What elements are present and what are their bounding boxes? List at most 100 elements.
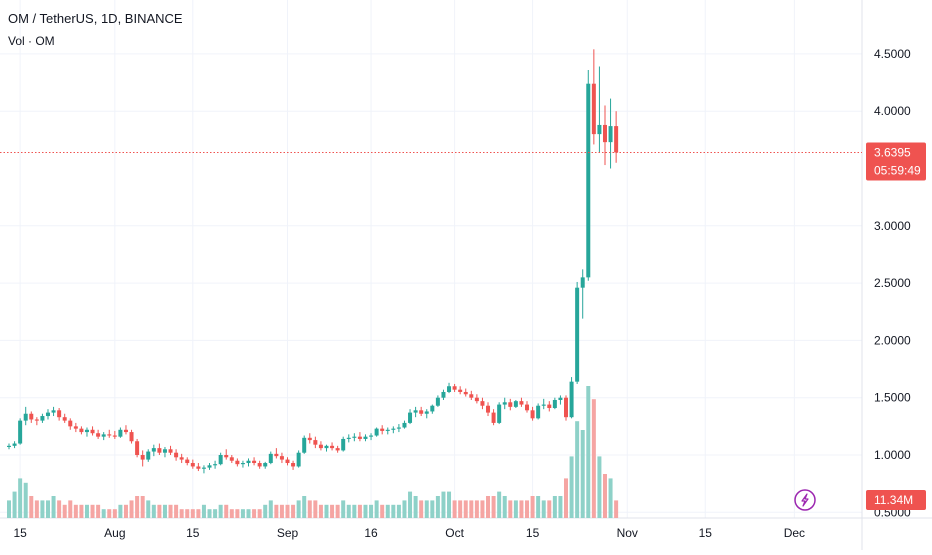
volume-bar	[513, 500, 518, 518]
candle-body	[558, 397, 563, 400]
volume-bar	[552, 496, 557, 518]
volume-bar	[79, 504, 84, 518]
candle-body	[84, 429, 89, 433]
candle-body	[352, 436, 357, 438]
volume-bar	[547, 500, 552, 518]
candle-body	[597, 124, 602, 135]
candle-body	[547, 404, 552, 409]
volume-legend[interactable]: Vol · OM	[8, 34, 55, 48]
candle-body	[157, 448, 162, 453]
candle-body	[23, 413, 28, 421]
candle-body	[452, 386, 457, 390]
volume-bar	[396, 504, 401, 518]
volume-bar	[508, 500, 513, 518]
volume-bar	[602, 474, 607, 518]
candle-body	[380, 428, 385, 431]
price-axis[interactable]: 4.5000 4.0000 3.0000 2.5000 2.0000 1.5000 1.00…	[874, 47, 911, 519]
candle-body	[174, 452, 179, 458]
candle-body	[285, 459, 290, 464]
volume-bar	[274, 504, 279, 518]
time-tick-label: Sep	[277, 526, 299, 540]
volume-bar	[591, 399, 596, 518]
volume-bar	[502, 496, 507, 518]
volume-bar	[413, 496, 418, 518]
candle-body	[18, 420, 23, 444]
volume-bar	[240, 509, 245, 518]
candle-body	[190, 463, 195, 467]
candle-body	[447, 386, 452, 392]
volume-tag: 11.34M	[866, 490, 926, 510]
candle-body	[430, 405, 435, 412]
candle-body	[363, 436, 368, 439]
candle-body	[257, 463, 262, 467]
candle-body	[129, 432, 134, 442]
candle-body	[302, 437, 307, 453]
volume-bar	[179, 509, 184, 518]
candle-body	[541, 404, 546, 406]
candle-body	[335, 448, 340, 451]
time-tick-label: Oct	[445, 526, 464, 540]
volume-bar	[62, 504, 67, 518]
candle-body	[341, 438, 346, 451]
volume-bar	[140, 496, 145, 518]
candle-body	[552, 399, 557, 409]
volume-bar	[519, 500, 524, 518]
candle-body	[324, 445, 329, 449]
volume-bar	[435, 496, 440, 518]
candle-body	[591, 83, 596, 135]
volume-bar	[268, 500, 273, 518]
candle-body	[385, 429, 390, 431]
volume-bar	[157, 504, 162, 518]
volume-bar	[324, 504, 329, 518]
time-axis[interactable]: 15 Aug 15 Sep 16 Oct 15 Nov 15 Dec	[13, 526, 805, 540]
volume-bar	[151, 504, 156, 518]
volume-bar	[229, 509, 234, 518]
candle-body	[196, 466, 201, 469]
volume-bar	[263, 504, 268, 518]
candles	[7, 49, 619, 474]
volume-bar	[185, 509, 190, 518]
candle-body	[162, 449, 167, 453]
volume-bar	[541, 500, 546, 518]
volume-bar	[168, 504, 173, 518]
candle-body	[408, 412, 413, 423]
lightning-icon[interactable]	[794, 489, 816, 511]
volume-bar	[357, 504, 362, 518]
volume-bar	[586, 386, 591, 518]
candle-body	[246, 460, 251, 464]
candle-body	[369, 435, 374, 437]
volume-bar	[7, 500, 11, 518]
volume-tag-bg	[866, 490, 926, 510]
chart-symbol-title[interactable]: OM / TetherUS, 1D, BINANCE	[8, 11, 183, 26]
volume-bar	[452, 500, 457, 518]
volume-bar	[419, 500, 424, 518]
candle-body	[614, 126, 619, 153]
candle-body	[580, 277, 585, 288]
candle-body	[357, 436, 362, 439]
volume-bar	[96, 504, 101, 518]
candle-body	[7, 445, 11, 447]
candle-body	[229, 457, 234, 461]
candle-body	[107, 434, 112, 436]
volume-bar	[474, 500, 479, 518]
candle-body	[413, 410, 418, 413]
candle-body	[525, 404, 530, 411]
volume-bar	[536, 496, 541, 518]
volume-bar	[391, 504, 396, 518]
volume-bar	[235, 509, 240, 518]
volume-bar	[463, 500, 468, 518]
candle-body	[474, 397, 479, 402]
volume-bar	[23, 482, 28, 518]
candle-body	[575, 287, 580, 382]
volume-bar	[224, 504, 229, 518]
last-price-value: 3.6395	[874, 146, 911, 160]
candle-body	[79, 428, 84, 433]
volume-bar	[335, 504, 340, 518]
price-tick-label: 4.5000	[874, 47, 911, 61]
volume-bar	[569, 456, 574, 518]
volume-bar	[296, 500, 301, 518]
volume-bar	[40, 500, 45, 518]
